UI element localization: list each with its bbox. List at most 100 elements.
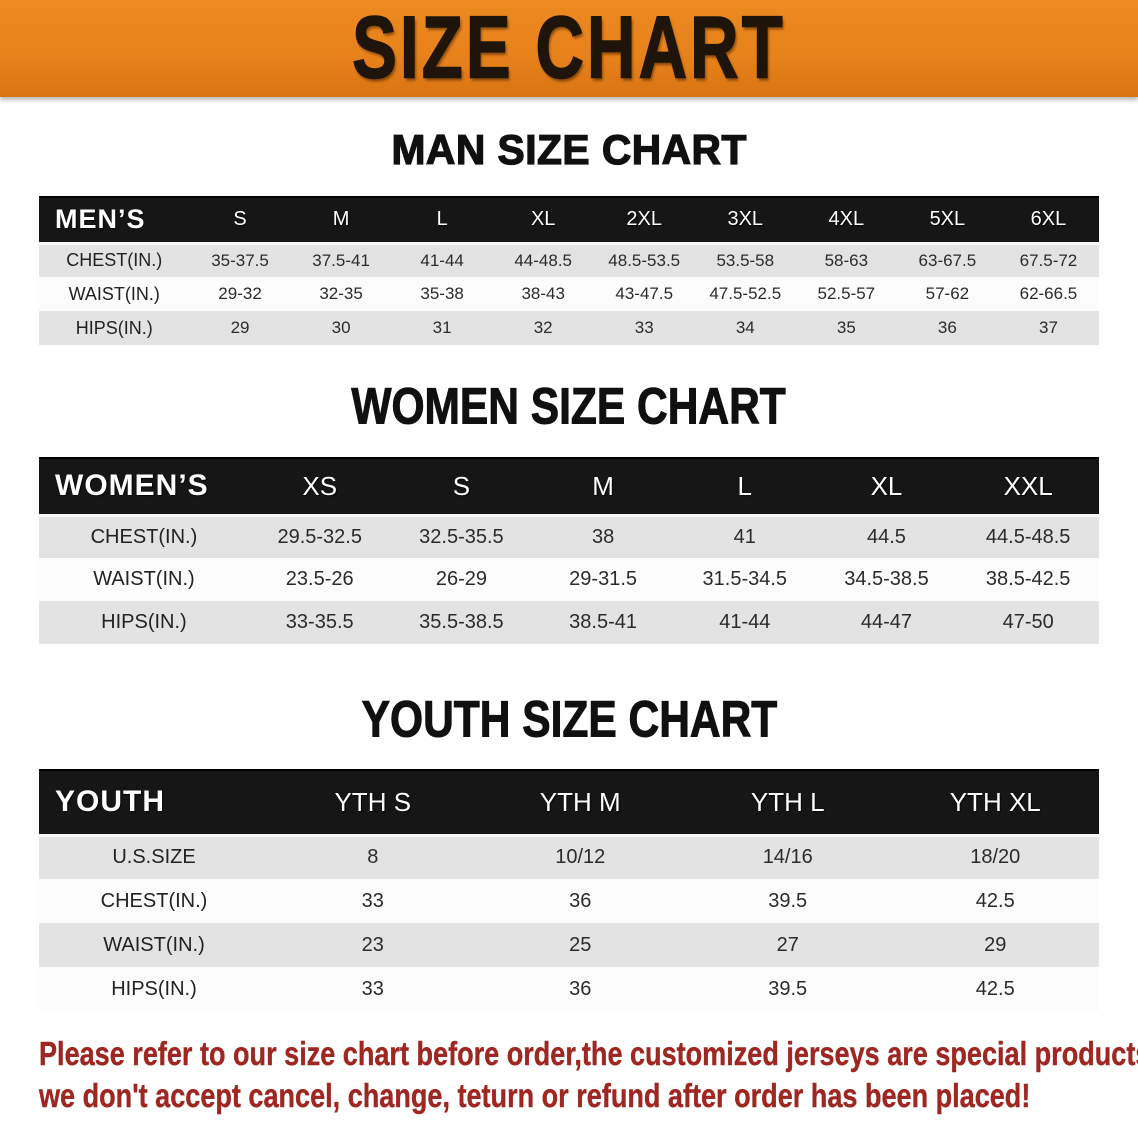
size-table-header-row: YOUTH YTH S YTH M YTH L YTH XL xyxy=(39,770,1099,835)
measurement-value-cell: 38-43 xyxy=(521,284,565,303)
measurement-value-cell: 47.5-52.5 xyxy=(709,284,782,303)
men-heading-wrap: MAN SIZE CHART xyxy=(39,127,1099,172)
measurement-value-cell: 34.5-38.5 xyxy=(844,568,929,590)
men-size-table: MEN’S S M L XL 2XL 3XL 4XL 5XL 6XL CHEST(IN.) 35-37… xyxy=(39,196,1099,345)
size-column-header: L xyxy=(436,208,448,231)
measurement-value-cell: 33-35.5 xyxy=(285,611,354,633)
measurement-value-cell: 43-47.5 xyxy=(615,284,674,303)
size-column-header: XXL xyxy=(1003,470,1053,501)
measurement-value-cell: 29-32 xyxy=(218,284,262,303)
measurement-row: HIPS(IN.) 29 30 31 32 33 34 35 36 37 xyxy=(39,311,1099,345)
measurement-value-cell: 23 xyxy=(361,933,384,956)
measurement-value-cell: 31.5-34.5 xyxy=(702,568,788,590)
measurement-row: U.S.SIZE 8 10/12 14/16 18/20 xyxy=(39,835,1099,879)
size-column-header: 3XL xyxy=(727,208,764,231)
women-size-table: WOMEN’S XS S M L XL XXL CHEST(IN.) 29.5-32.5 32.5… xyxy=(39,457,1099,644)
measurement-value-cell: 27 xyxy=(776,933,799,956)
measurement-value-cell: 37.5-41 xyxy=(312,250,370,270)
table-corner-label: WOMEN’S xyxy=(55,469,209,503)
size-column-header: L xyxy=(737,470,753,501)
measurement-value-cell: 26-29 xyxy=(435,568,487,590)
measurement-value-cell: 67.5-72 xyxy=(1019,250,1078,270)
men-size-section: MAN SIZE CHART MEN’S S M L XL 2XL 3XL 4XL 5XL 6XL… xyxy=(39,127,1099,345)
table-corner-label: YOUTH xyxy=(55,785,165,819)
measurement-row-label: U.S.SIZE xyxy=(112,846,196,869)
measurement-value-cell: 30 xyxy=(331,318,351,337)
measurement-value-cell: 36 xyxy=(937,318,957,337)
measurement-row-label: HIPS(IN.) xyxy=(101,611,187,633)
size-column-header: M xyxy=(332,208,350,231)
measurement-value-cell: 35-38 xyxy=(420,284,464,303)
measurement-value-cell: 48.5-53.5 xyxy=(608,250,681,270)
measurement-value-cell: 29 xyxy=(984,933,1007,956)
measurement-value-cell: 41-44 xyxy=(420,250,464,270)
size-column-header: YTH S xyxy=(334,786,412,817)
measurement-value-cell: 41 xyxy=(733,525,756,548)
measurement-value-cell: 52.5-57 xyxy=(817,284,876,303)
measurement-value-cell: 42.5 xyxy=(975,977,1015,1000)
measurement-value-cell: 10/12 xyxy=(555,846,606,869)
youth-size-table: YOUTH YTH S YTH M YTH L YTH XL U.S.SIZE 8 10/12… xyxy=(39,769,1099,1011)
measurement-row-label: CHEST(IN.) xyxy=(90,525,198,548)
youth-chart-heading: YOUTH SIZE CHART xyxy=(361,690,777,748)
size-column-header: 6XL xyxy=(1030,208,1067,231)
measurement-value-cell: 44.5 xyxy=(867,525,906,548)
measurement-value-cell: 38 xyxy=(591,525,615,548)
size-column-header: 5XL xyxy=(929,208,966,231)
measurement-row-label: WAIST(IN.) xyxy=(93,568,195,590)
disclaimer-line-2: we don't accept cancel, change, teturn o… xyxy=(39,1077,1031,1114)
measurement-value-cell: 18/20 xyxy=(970,846,1021,869)
measurement-value-cell: 35 xyxy=(836,318,856,337)
measurement-value-cell: 14/16 xyxy=(762,846,813,869)
women-size-section: WOMEN SIZE CHART WOMEN’S XS S M L XL XXL CHEST(… xyxy=(39,377,1099,644)
measurement-value-cell: 41-44 xyxy=(719,611,771,633)
women-chart-heading: WOMEN SIZE CHART xyxy=(351,377,787,435)
size-table-header-row: WOMEN’S XS S M L XL XXL xyxy=(39,458,1099,515)
measurement-value-cell: 53.5-58 xyxy=(716,250,775,270)
measurement-row: CHEST(IN.) 33 36 39.5 42.5 xyxy=(39,879,1099,923)
measurement-value-cell: 35.5-38.5 xyxy=(419,611,504,633)
measurement-row-label: WAIST(IN.) xyxy=(68,283,160,304)
measurement-value-cell: 33 xyxy=(361,889,384,912)
measurement-value-cell: 32.5-35.5 xyxy=(419,525,504,548)
size-column-header: YTH M xyxy=(539,786,621,817)
measurement-value-cell: 57-62 xyxy=(925,284,970,303)
measurement-row: HIPS(IN.) 33-35.5 35.5-38.5 38.5-41 41-44 44-… xyxy=(39,601,1099,644)
measurement-value-cell: 34 xyxy=(735,318,755,337)
women-heading-wrap: WOMEN SIZE CHART xyxy=(39,377,1099,435)
measurement-row: WAIST(IN.) 23 25 27 29 xyxy=(39,923,1099,967)
measurement-value-cell: 8 xyxy=(367,846,379,869)
measurement-value-cell: 62-66.5 xyxy=(1019,284,1078,303)
measurement-row-label: CHEST(IN.) xyxy=(66,250,163,271)
measurement-row: CHEST(IN.) 35-37.5 37.5-41 41-44 44-48.5 48.5… xyxy=(39,243,1099,277)
measurement-value-cell: 25 xyxy=(569,933,592,956)
youth-heading-wrap: YOUTH SIZE CHART xyxy=(39,690,1099,748)
measurement-value-cell: 29 xyxy=(230,318,250,337)
measurement-row: WAIST(IN.) 29-32 32-35 35-38 38-43 43-47.5 47.… xyxy=(39,277,1099,311)
measurement-value-cell: 32 xyxy=(533,318,553,337)
measurement-value-cell: 36 xyxy=(569,889,592,912)
measurement-value-cell: 35-37.5 xyxy=(211,250,269,270)
size-column-header: S xyxy=(233,208,247,231)
order-disclaimer: Please refer to our size chart before or… xyxy=(0,1033,1138,1117)
measurement-value-cell: 39.5 xyxy=(768,889,808,912)
measurement-value-cell: 31 xyxy=(432,318,452,337)
measurement-value-cell: 63-67.5 xyxy=(918,250,977,270)
measurement-value-cell: 39.5 xyxy=(768,977,808,1000)
measurement-row-label: WAIST(IN.) xyxy=(103,933,205,956)
size-column-header: 4XL xyxy=(828,208,865,231)
measurement-row: HIPS(IN.) 33 36 39.5 42.5 xyxy=(39,967,1099,1011)
measurement-row: WAIST(IN.) 23.5-26 26-29 29-31.5 31.5-34.5 34… xyxy=(39,558,1099,601)
size-chart-content: MAN SIZE CHART MEN’S S M L XL 2XL 3XL 4XL 5XL 6XL… xyxy=(0,127,1138,1011)
size-column-header: M xyxy=(592,470,614,501)
size-column-header: 2XL xyxy=(626,208,663,231)
size-column-header: XS xyxy=(302,470,338,501)
measurement-row-label: HIPS(IN.) xyxy=(111,977,197,1000)
size-column-header: XL xyxy=(530,208,556,231)
banner-title: SIZE CHART xyxy=(352,0,786,98)
measurement-row-label: HIPS(IN.) xyxy=(75,317,153,338)
size-column-header: YTH L xyxy=(750,786,825,817)
table-corner-label: MEN’S xyxy=(55,204,146,235)
size-chart-banner: SIZE CHART xyxy=(0,0,1138,98)
size-table-header-row: MEN’S S M L XL 2XL 3XL 4XL 5XL 6XL xyxy=(39,197,1099,243)
